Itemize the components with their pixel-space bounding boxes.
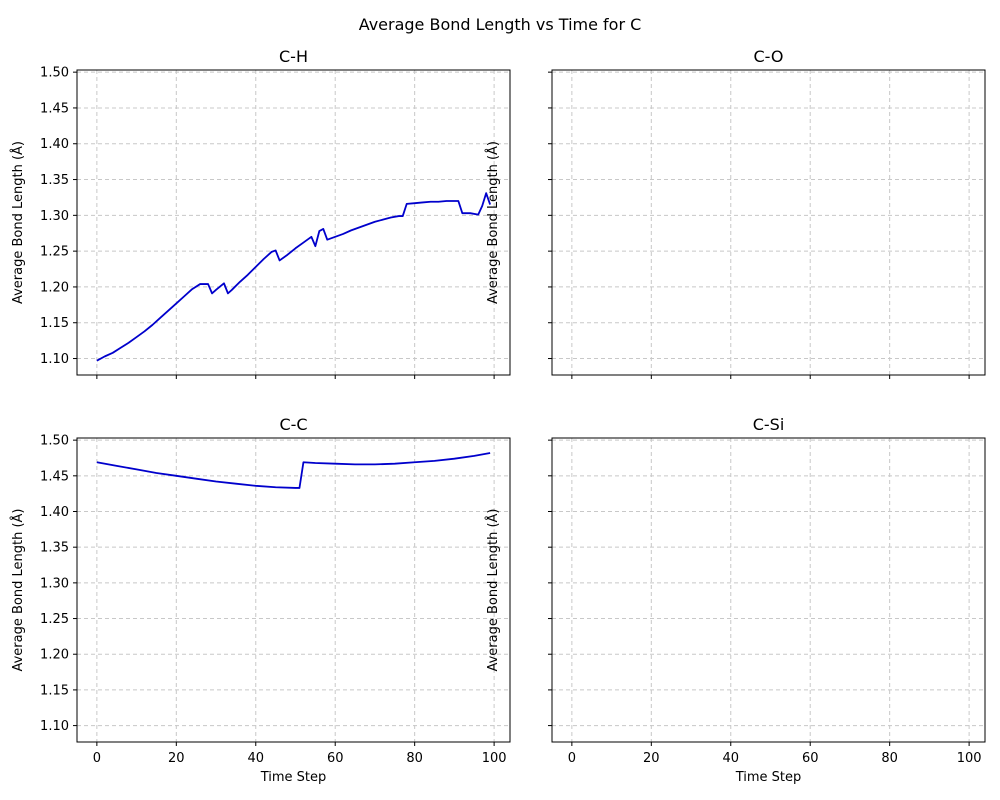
axes-frame	[551, 69, 986, 376]
panel-title: C-H	[279, 47, 308, 66]
y-tick-label: 1.40	[40, 137, 69, 152]
y-tick-label: 1.30	[40, 209, 69, 224]
panel-c-si: C-Si Average Bond Length (Å) Time Step 0…	[485, 415, 986, 785]
y-tick-label: 1.20	[40, 648, 69, 663]
x-tick-label: 100	[957, 751, 982, 766]
y-tick-label: 1.15	[40, 683, 69, 698]
y-axis-label: Average Bond Length (Å)	[485, 508, 501, 671]
x-axis-label: Time Step	[260, 770, 327, 785]
y-tick-label: 1.10	[40, 352, 69, 367]
y-tick-label: 1.35	[40, 173, 69, 188]
y-tick-label: 1.20	[40, 280, 69, 295]
y-tick-label: 1.10	[40, 719, 69, 734]
y-axis-label: Average Bond Length (Å)	[10, 508, 26, 671]
y-axis-label: Average Bond Length (Å)	[485, 141, 501, 304]
x-tick-label: 60	[802, 751, 819, 766]
x-axis-label: Time Step	[735, 770, 802, 785]
x-tick-label: 0	[93, 751, 101, 766]
y-tick-label: 1.40	[40, 505, 69, 520]
panel-title: C-C	[279, 415, 307, 434]
y-tick-label: 1.45	[40, 101, 69, 116]
panel-c-c: C-C Average Bond Length (Å) Time Step 0 2…	[10, 415, 511, 785]
y-tick-label: 1.25	[40, 245, 69, 260]
x-tick-label: 100	[482, 751, 507, 766]
y-axis-label: Average Bond Length (Å)	[10, 141, 26, 304]
y-tick-label: 1.50	[40, 434, 69, 449]
x-tick-label: 0	[568, 751, 576, 766]
series-line	[96, 192, 491, 362]
panel-c-o: C-O Average Bond Length (Å)	[485, 47, 986, 379]
x-tick-label: 20	[643, 751, 660, 766]
axes-frame	[76, 437, 511, 743]
x-tick-label: 80	[881, 751, 898, 766]
y-tick-label: 1.35	[40, 541, 69, 556]
y-tick-label: 1.15	[40, 316, 69, 331]
y-tick-label: 1.25	[40, 612, 69, 627]
axes-frame	[551, 437, 986, 743]
panel-c-h: C-H Average Bond Length (Å) 1.10 1.15 1.20…	[10, 47, 511, 379]
panel-title: C-O	[754, 47, 784, 66]
x-tick-label: 20	[168, 751, 185, 766]
figure-suptitle: Average Bond Length vs Time for C	[359, 15, 642, 34]
panel-title: C-Si	[753, 415, 785, 434]
y-tick-label: 1.50	[40, 66, 69, 81]
axes-frame	[76, 69, 511, 376]
y-tick-label: 1.30	[40, 576, 69, 591]
y-tick-label: 1.45	[40, 469, 69, 484]
series-line	[96, 452, 491, 489]
x-tick-label: 40	[722, 751, 739, 766]
x-tick-label: 80	[406, 751, 423, 766]
x-tick-label: 60	[327, 751, 344, 766]
x-tick-label: 40	[247, 751, 264, 766]
